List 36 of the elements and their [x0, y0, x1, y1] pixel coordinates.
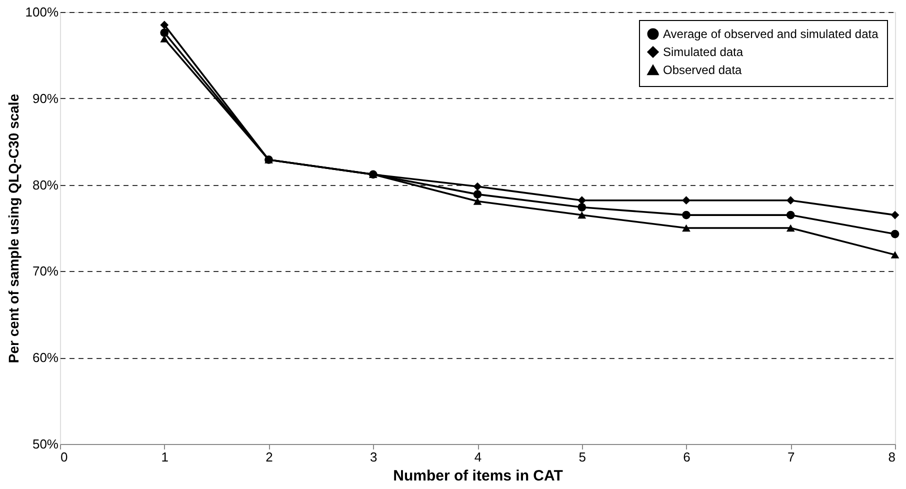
point — [786, 196, 795, 205]
point — [473, 198, 482, 205]
point — [578, 203, 586, 212]
point — [160, 28, 169, 37]
point — [682, 210, 690, 220]
x-tick-label: 8 — [888, 450, 896, 464]
x-tick-label: 2 — [266, 450, 273, 464]
y-tick-label: 50% — [32, 436, 59, 452]
point — [160, 20, 169, 30]
x-tick-label: 7 — [788, 450, 795, 464]
x-tick-label: 4 — [474, 450, 482, 464]
point — [473, 190, 482, 198]
legend-label: Average of observed and simulated data — [663, 27, 879, 41]
y-tick-label: 100% — [25, 4, 59, 20]
point — [786, 224, 795, 232]
legend-label: Observed data — [663, 63, 742, 77]
y-tick-label: 80% — [32, 177, 59, 192]
y-tick-label: 70% — [32, 264, 59, 279]
point — [682, 196, 690, 205]
y-tick-label: 60% — [32, 350, 59, 366]
x-tick-label: 1 — [161, 450, 168, 464]
point — [890, 210, 900, 220]
point — [578, 211, 586, 219]
point — [473, 182, 482, 191]
point — [682, 224, 690, 232]
x-tick-label: 6 — [683, 450, 690, 464]
legend-label: Simulated data — [663, 45, 744, 59]
point — [890, 230, 900, 238]
x-tick-label: 5 — [578, 450, 586, 464]
point — [786, 210, 795, 220]
x-tick-label: 0 — [60, 450, 68, 464]
point — [890, 251, 900, 258]
x-tick-label: 3 — [370, 450, 378, 464]
y-tick-label: 90% — [32, 90, 59, 106]
y-axis-title: Per cent of sample using QLQ-C30 scale — [5, 94, 22, 364]
x-axis-title: Number of items in CAT — [393, 468, 563, 484]
